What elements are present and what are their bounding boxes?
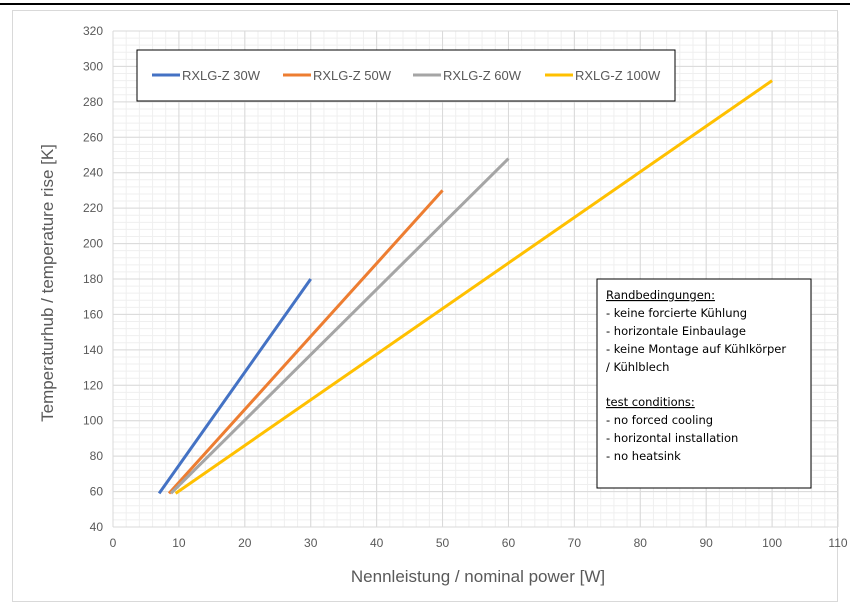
conditions-box <box>596 278 812 489</box>
note-line-de-3: - keine Montage auf Kühlkörper <box>606 342 786 356</box>
note-line-en-1: - no forced cooling <box>606 413 713 427</box>
legend-items: RXLG-Z 30W RXLG-Z 50W RXLG-Z 60W RXLG-Z 100… <box>152 68 661 83</box>
y-tick-label: 80 <box>90 449 104 463</box>
x-tick-label: 100 <box>762 536 782 550</box>
x-tick-label: 50 <box>436 536 450 550</box>
x-tick-labels: 0 10 20 30 40 50 60 70 80 90 100 110 <box>110 536 848 550</box>
note-line-en-2: - horizontal installation <box>606 431 738 445</box>
series-line-1 <box>157 278 312 495</box>
y-tick-labels: 40 60 80 100 120 140 160 180 200 220 240 260 280 300 3… <box>83 24 103 534</box>
legend: RXLG-Z 30W RXLG-Z 50W RXLG-Z 60W RXLG-Z 100… <box>136 49 676 102</box>
x-tick-label: 30 <box>304 536 318 550</box>
top-rule <box>0 3 850 5</box>
legend-label-4: RXLG-Z 100W <box>575 68 661 83</box>
x-tick-label: 110 <box>828 536 847 550</box>
y-axis-title: Temperaturhub / temperature rise [K] <box>38 144 57 422</box>
note-line-de-4: / Kühlblech <box>606 360 669 374</box>
x-tick-label: 10 <box>172 536 186 550</box>
conditions-note: Randbedingungen: - keine forcierte Kühlu… <box>596 278 812 489</box>
note-line-de-1: - keine forcierte Kühlung <box>606 306 747 320</box>
y-tick-label: 60 <box>90 485 104 499</box>
note-line-en-3: - no heatsink <box>606 449 681 463</box>
y-tick-label: 160 <box>83 307 103 321</box>
x-tick-label: 60 <box>502 536 516 550</box>
x-tick-label: 40 <box>370 536 384 550</box>
y-tick-label: 40 <box>90 520 104 534</box>
legend-label-2: RXLG-Z 50W <box>313 68 392 83</box>
y-tick-label: 140 <box>83 343 103 357</box>
y-tick-label: 260 <box>83 130 103 144</box>
note-heading-en: test conditions: <box>606 395 695 409</box>
x-tick-label: 90 <box>700 536 714 550</box>
legend-box <box>136 49 676 102</box>
legend-label-3: RXLG-Z 60W <box>443 68 522 83</box>
series-lines <box>157 79 773 495</box>
series-line-4 <box>174 79 773 495</box>
x-axis-title: Nennleistung / nominal power [W] <box>351 567 605 586</box>
y-tick-label: 300 <box>83 59 103 73</box>
y-tick-label: 220 <box>83 201 103 215</box>
x-tick-label: 70 <box>568 536 582 550</box>
note-heading-de: Randbedingungen: <box>606 288 715 302</box>
x-tick-label: 20 <box>238 536 252 550</box>
y-tick-label: 120 <box>83 378 103 392</box>
y-tick-label: 180 <box>83 272 103 286</box>
y-tick-label: 200 <box>83 237 103 251</box>
note-line-de-2: - horizontale Einbaulage <box>606 324 746 338</box>
y-tick-label: 320 <box>83 24 103 38</box>
series-line-3 <box>169 157 510 495</box>
legend-label-1: RXLG-Z 30W <box>182 68 261 83</box>
y-tick-label: 280 <box>83 95 103 109</box>
x-tick-label: 0 <box>110 536 117 550</box>
x-tick-label: 80 <box>634 536 648 550</box>
series-line-2 <box>167 189 444 495</box>
y-tick-label: 240 <box>83 166 103 180</box>
y-tick-label: 100 <box>83 414 103 428</box>
